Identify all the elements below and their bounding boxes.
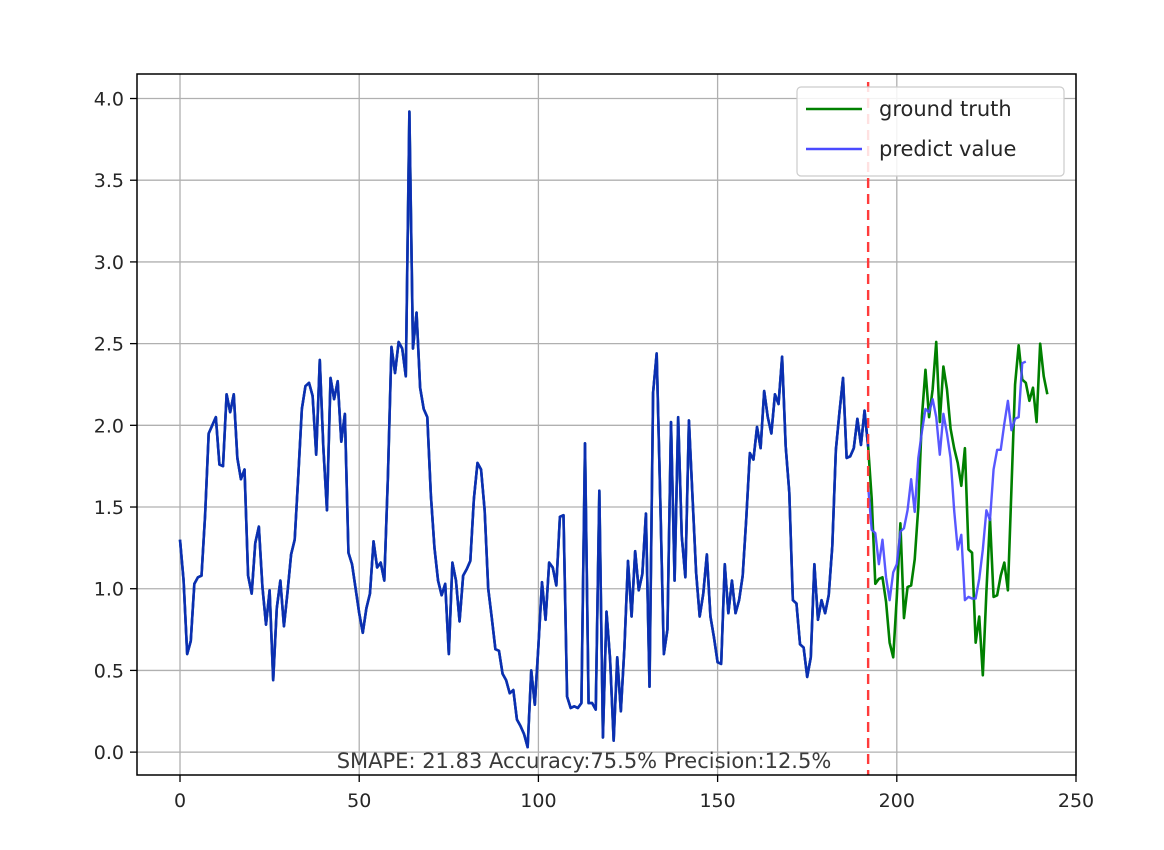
metrics-annotation: SMAPE: 21.83 Accuracy:75.5% Precision:12… <box>337 749 832 773</box>
axis-ticks: 0 50 100 150 200 250 0.0 0.5 1.0 1.5 2.0 2.5 3.0 3.5 4… <box>94 89 1094 812</box>
x-tick-label: 50 <box>347 790 371 812</box>
y-tick-label: 4.0 <box>94 89 124 111</box>
legend-label-ground-truth: ground truth <box>879 97 1012 121</box>
y-tick-label: 1.5 <box>94 497 124 519</box>
y-tick-label: 2.5 <box>94 334 124 356</box>
axes-frame <box>136 73 1077 776</box>
plot-area <box>178 110 1049 749</box>
x-tick-label: 200 <box>879 790 915 812</box>
legend: ground truth predict value <box>796 86 1065 177</box>
y-tick-label: 1.0 <box>94 579 124 601</box>
series-line-predict-value <box>866 360 1027 602</box>
y-tick-label: 3.0 <box>94 252 124 274</box>
y-tick-label: 2.0 <box>94 415 124 437</box>
y-tick-label: 0.5 <box>94 660 124 682</box>
series-line-history-overlay <box>178 110 870 749</box>
legend-label-predict-value: predict value <box>879 137 1016 161</box>
y-tick-label: 0.0 <box>94 742 124 764</box>
x-tick-label: 250 <box>1058 790 1094 812</box>
y-tick-label: 3.5 <box>94 170 124 192</box>
x-tick-label: 100 <box>520 790 556 812</box>
legend-box <box>796 86 1065 177</box>
x-tick-label: 0 <box>174 790 186 812</box>
x-tick-label: 150 <box>699 790 735 812</box>
